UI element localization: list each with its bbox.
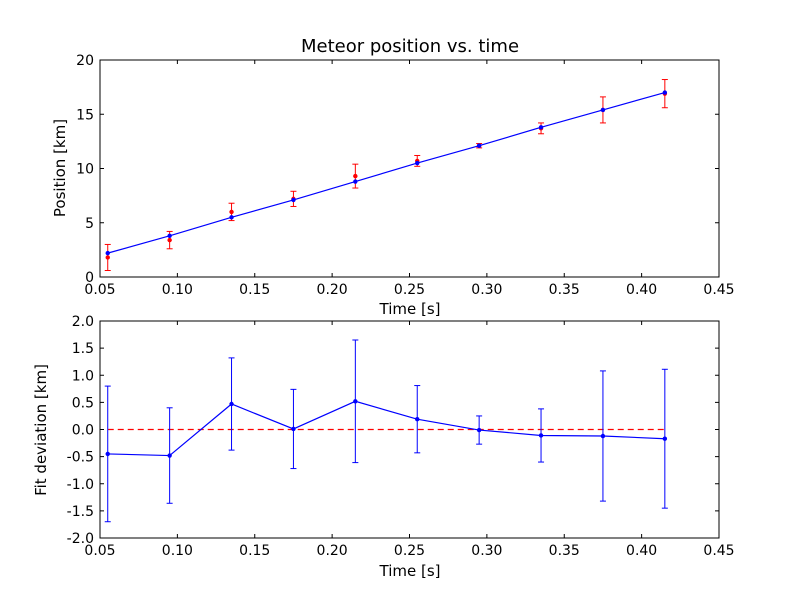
bottom-y-tick-label: 1.0: [72, 368, 94, 384]
bottom-y-tick-label: -1.0: [67, 477, 94, 493]
bottom-plot-area: 0.05 0.10 0.15 0.20 0.25 0.30 0.35 0.40 0.45 -2.0…: [67, 314, 735, 559]
top-x-tick-label: 0.35: [549, 282, 580, 298]
top-fit-point: [167, 233, 172, 238]
bottom-x-tick-label: 0.45: [703, 543, 734, 559]
top-fit-line: [107, 91, 665, 254]
bottom-x-tick-label: 0.20: [317, 543, 348, 559]
top-y-tick-label: 5: [85, 216, 94, 232]
top-fit-point: [353, 179, 358, 184]
top-x-tick-label: 0.10: [162, 282, 193, 298]
bottom-x-tick-label: 0.15: [239, 543, 270, 559]
top-axes-frame: [99, 59, 720, 278]
top-measured-point: [105, 255, 110, 260]
top-measured-point: [353, 173, 358, 179]
top-fit-point: [662, 90, 668, 95]
top-fit-point: [229, 215, 234, 220]
top-fit-point: [476, 143, 482, 148]
bottom-y-tick-label: 0.0: [72, 423, 94, 439]
bottom-y-tick-label: -0.5: [67, 450, 94, 466]
top-chart-title: Meteor position vs. time: [301, 36, 519, 57]
top-x-tick-label: 0.40: [626, 282, 657, 298]
top-x-tick-label: 0.20: [317, 282, 348, 298]
bottom-deviation-point: [167, 453, 172, 458]
bottom-deviation-point: [353, 399, 358, 404]
bottom-deviation-point: [229, 401, 234, 407]
bottom-deviation-point: [291, 426, 296, 432]
bottom-x-tick-label: 0.30: [471, 543, 502, 559]
bottom-y-tick-label: 0.5: [72, 395, 94, 411]
bottom-y-axis-label: Fit deviation [km]: [32, 364, 50, 496]
bottom-y-tick-label: 1.5: [72, 341, 94, 357]
bottom-x-axis-label: Time [s]: [379, 562, 441, 580]
bottom-y-tick-label: -2.0: [67, 531, 94, 547]
bottom-axes-frame: [99, 320, 720, 539]
bottom-deviation-point: [600, 433, 606, 439]
top-x-tick-label: 0.30: [471, 282, 502, 298]
top-y-tick-label: 10: [76, 162, 94, 178]
bottom-deviation-point: [415, 416, 420, 422]
top-fit-point: [538, 125, 544, 130]
top-fit-point: [415, 160, 420, 166]
top-x-tick-label: 0.05: [84, 282, 115, 298]
bottom-deviation-point: [105, 451, 110, 457]
bottom-deviation-point: [476, 427, 482, 433]
bottom-x-tick-label: 0.10: [162, 543, 193, 559]
top-measured-point: [229, 209, 234, 215]
bottom-x-tick-label: 0.35: [549, 543, 580, 559]
bottom-y-tick-label: -1.5: [67, 504, 94, 520]
top-y-tick-label: 20: [76, 53, 94, 69]
top-y-tick-label: 0: [85, 270, 94, 286]
bottom-x-tick-label: 0.40: [626, 543, 657, 559]
bottom-deviation-point: [662, 436, 668, 441]
top-y-tick-label: 15: [76, 107, 94, 123]
top-x-axis-label: Time [s]: [379, 300, 441, 318]
bottom-deviation-line: [107, 400, 665, 457]
bottom-deviation-point: [538, 433, 544, 438]
top-y-axis-label: Position [km]: [51, 119, 69, 217]
top-x-tick-label: 0.25: [394, 282, 425, 298]
top-fit-point: [291, 197, 296, 203]
top-fit-point: [600, 107, 606, 113]
top-plot-area: 0.05 0.10 0.15 0.20 0.25 0.30 0.35 0.40 0.45 0 5 10…: [76, 53, 734, 298]
bottom-x-tick-label: 0.05: [84, 543, 115, 559]
top-fit-point: [105, 250, 110, 256]
top-measured-point: [167, 237, 172, 243]
bottom-x-tick-label: 0.25: [394, 543, 425, 559]
bottom-y-tick-label: 2.0: [72, 314, 94, 330]
top-x-tick-label: 0.15: [239, 282, 270, 298]
top-x-tick-label: 0.45: [703, 282, 734, 298]
